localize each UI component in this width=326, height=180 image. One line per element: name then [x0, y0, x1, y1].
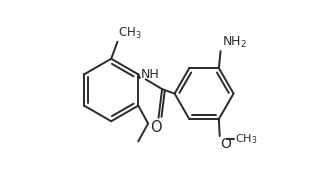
Text: CH$_3$: CH$_3$	[118, 26, 142, 41]
Text: O: O	[221, 137, 231, 151]
Text: O: O	[150, 120, 162, 135]
Text: NH: NH	[141, 68, 159, 81]
Text: CH$_3$: CH$_3$	[235, 132, 258, 146]
Text: NH$_2$: NH$_2$	[222, 35, 247, 50]
